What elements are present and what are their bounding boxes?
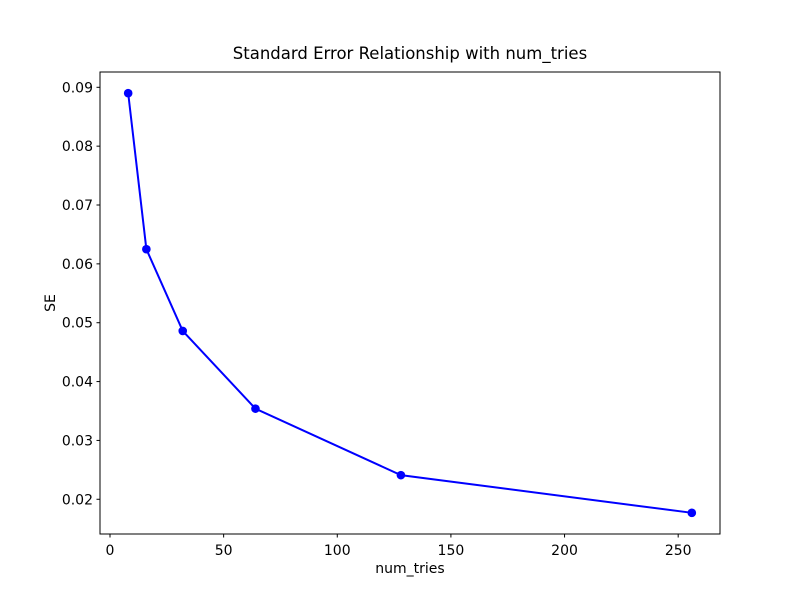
y-tick-label: 0.07 <box>62 198 93 214</box>
data-point <box>142 244 151 254</box>
data-point <box>178 326 188 336</box>
se-series-line <box>127 93 692 514</box>
x-tick-label: 0 <box>106 543 115 559</box>
data-point <box>396 470 406 480</box>
data-point <box>687 508 697 518</box>
x-tick-label: 200 <box>551 543 578 559</box>
y-tick-label: 0.06 <box>62 257 93 273</box>
se-data-points <box>123 88 697 518</box>
y-tick-label: 0.05 <box>62 316 93 332</box>
x-axis-ticks: 0 50 100 150 200 250 <box>106 534 692 559</box>
x-tick-label: 150 <box>438 543 465 559</box>
x-axis-label: num_tries <box>375 561 444 577</box>
y-tick-label: 0.09 <box>62 80 93 96</box>
y-tick-label: 0.08 <box>62 139 93 155</box>
data-point <box>123 88 133 98</box>
chart-title: Standard Error Relationship with num_tri… <box>233 44 587 64</box>
x-tick-label: 250 <box>665 543 692 559</box>
y-tick-label: 0.03 <box>62 433 93 449</box>
y-tick-label: 0.04 <box>62 375 93 391</box>
y-axis-ticks: 0.02 0.03 0.04 0.05 0.06 0.07 0.08 0.09 <box>62 80 100 508</box>
y-axis-label: SE <box>43 294 59 312</box>
x-tick-label: 100 <box>324 543 351 559</box>
data-point <box>251 404 260 413</box>
x-tick-label: 50 <box>215 543 233 559</box>
y-tick-label: 0.02 <box>62 492 93 508</box>
plot-border <box>99 71 721 535</box>
